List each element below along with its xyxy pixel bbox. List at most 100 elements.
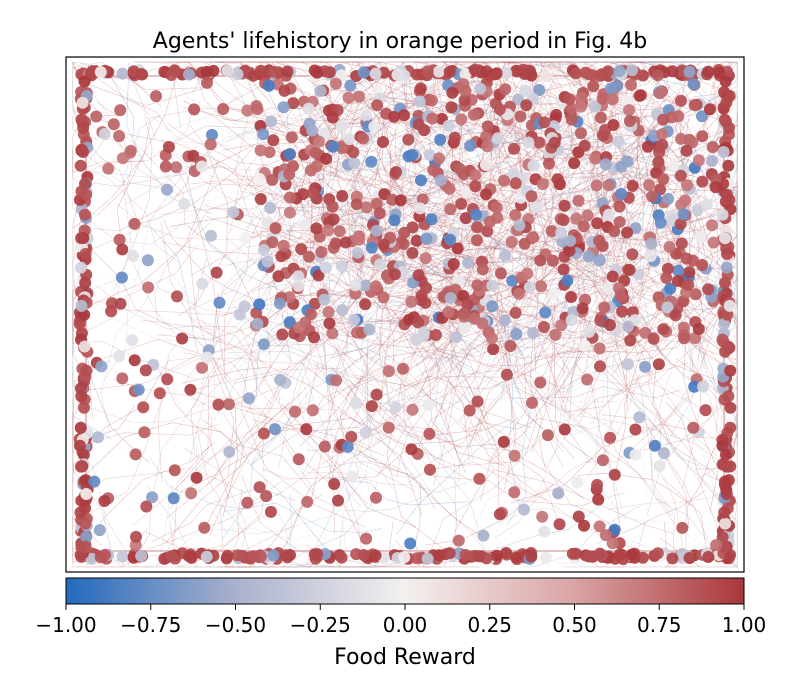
agent-dot — [491, 132, 504, 145]
agent-dot — [424, 463, 436, 476]
agent-dot — [416, 193, 429, 206]
agent-dot — [426, 112, 439, 125]
agent-dot — [608, 523, 621, 536]
agent-dot — [493, 103, 506, 116]
agent-dot — [450, 331, 463, 344]
agent-dot — [90, 110, 103, 123]
agent-dot — [382, 365, 395, 378]
agent-dot — [302, 102, 315, 115]
agent-dot — [406, 247, 419, 259]
agent-dot — [499, 83, 512, 96]
agent-dot — [564, 234, 577, 247]
agent-dot — [139, 364, 152, 377]
agent-dot — [621, 226, 633, 239]
agent-dot — [661, 301, 674, 314]
agent-dot — [697, 380, 709, 393]
agent-dot — [360, 201, 373, 214]
agent-dot — [455, 197, 468, 210]
agent-dot — [221, 549, 234, 562]
agent-dot — [721, 248, 734, 260]
agent-dot — [116, 550, 129, 563]
agent-dot — [722, 474, 735, 487]
agent-dot — [283, 168, 296, 181]
agent-dot — [347, 146, 360, 159]
agent-dot — [412, 316, 425, 329]
agent-dot — [499, 249, 512, 262]
agent-dot — [336, 190, 349, 202]
agent-dot — [550, 108, 563, 121]
agent-dot — [264, 202, 277, 214]
agent-dot — [565, 113, 578, 126]
agent-dot — [261, 255, 274, 268]
agent-dot — [75, 299, 88, 312]
agent-dot — [274, 373, 287, 386]
agent-dot — [657, 173, 670, 186]
agent-dot — [527, 326, 540, 339]
agent-dot — [569, 547, 582, 560]
agent-dot — [292, 270, 305, 283]
agent-dot — [326, 200, 339, 213]
agent-dot — [162, 141, 175, 153]
agent-dot — [479, 158, 492, 171]
agent-dot — [645, 237, 658, 250]
agent-dot — [353, 90, 365, 103]
agent-dot — [251, 103, 264, 116]
agent-dot — [719, 75, 732, 88]
agent-dot — [310, 160, 323, 173]
agent-dot — [74, 421, 87, 434]
agent-dot — [308, 64, 321, 77]
agent-dot — [310, 222, 323, 235]
agent-dot — [722, 390, 735, 403]
agent-dot — [594, 111, 607, 124]
agent-dot — [283, 191, 296, 204]
agent-dot — [341, 440, 354, 453]
agent-dot — [348, 157, 361, 170]
colorbar-label: Food Reward — [334, 645, 476, 670]
agent-dot — [447, 258, 460, 270]
agent-dot — [485, 332, 498, 345]
agent-dot — [346, 470, 359, 483]
agent-dot — [500, 368, 513, 381]
agent-dot — [165, 69, 178, 81]
agent-dot — [498, 174, 510, 187]
agent-dot — [312, 269, 325, 282]
agent-dot — [150, 90, 162, 103]
agent-dot — [481, 140, 494, 153]
agent-dot — [568, 157, 581, 170]
agent-dot — [553, 518, 566, 531]
agent-dot — [444, 292, 457, 304]
agent-dot — [201, 76, 213, 89]
agent-dot — [613, 200, 626, 213]
agent-dot — [359, 279, 372, 292]
agent-dot — [254, 144, 267, 157]
agent-dot — [571, 476, 584, 489]
colorbar-tick-label: 0.25 — [467, 613, 512, 637]
agent-dot — [257, 427, 270, 440]
agent-dot — [480, 65, 493, 78]
agent-dot — [142, 281, 155, 294]
agent-dot — [682, 279, 695, 291]
agent-dot — [281, 551, 294, 564]
agent-dot — [666, 552, 679, 565]
agent-dot — [287, 97, 300, 110]
agent-dot — [696, 175, 709, 188]
agent-dot — [722, 159, 735, 172]
agent-dot — [266, 236, 279, 249]
agent-dot — [257, 244, 270, 256]
agent-dot — [357, 132, 369, 145]
agent-dot — [74, 261, 87, 274]
agent-dot — [388, 214, 401, 227]
agent-dot — [572, 194, 585, 207]
agent-dot — [702, 550, 715, 563]
agent-dot — [196, 361, 208, 374]
agent-dot — [455, 113, 468, 126]
agent-dot — [664, 282, 677, 295]
agent-dot — [210, 266, 223, 279]
agent-dot — [79, 248, 92, 260]
agent-dot — [138, 426, 151, 439]
agent-dot — [696, 130, 709, 143]
agent-dot — [292, 279, 305, 292]
agent-dot — [652, 358, 665, 371]
agent-dot — [206, 128, 218, 141]
agent-dot — [227, 206, 240, 219]
